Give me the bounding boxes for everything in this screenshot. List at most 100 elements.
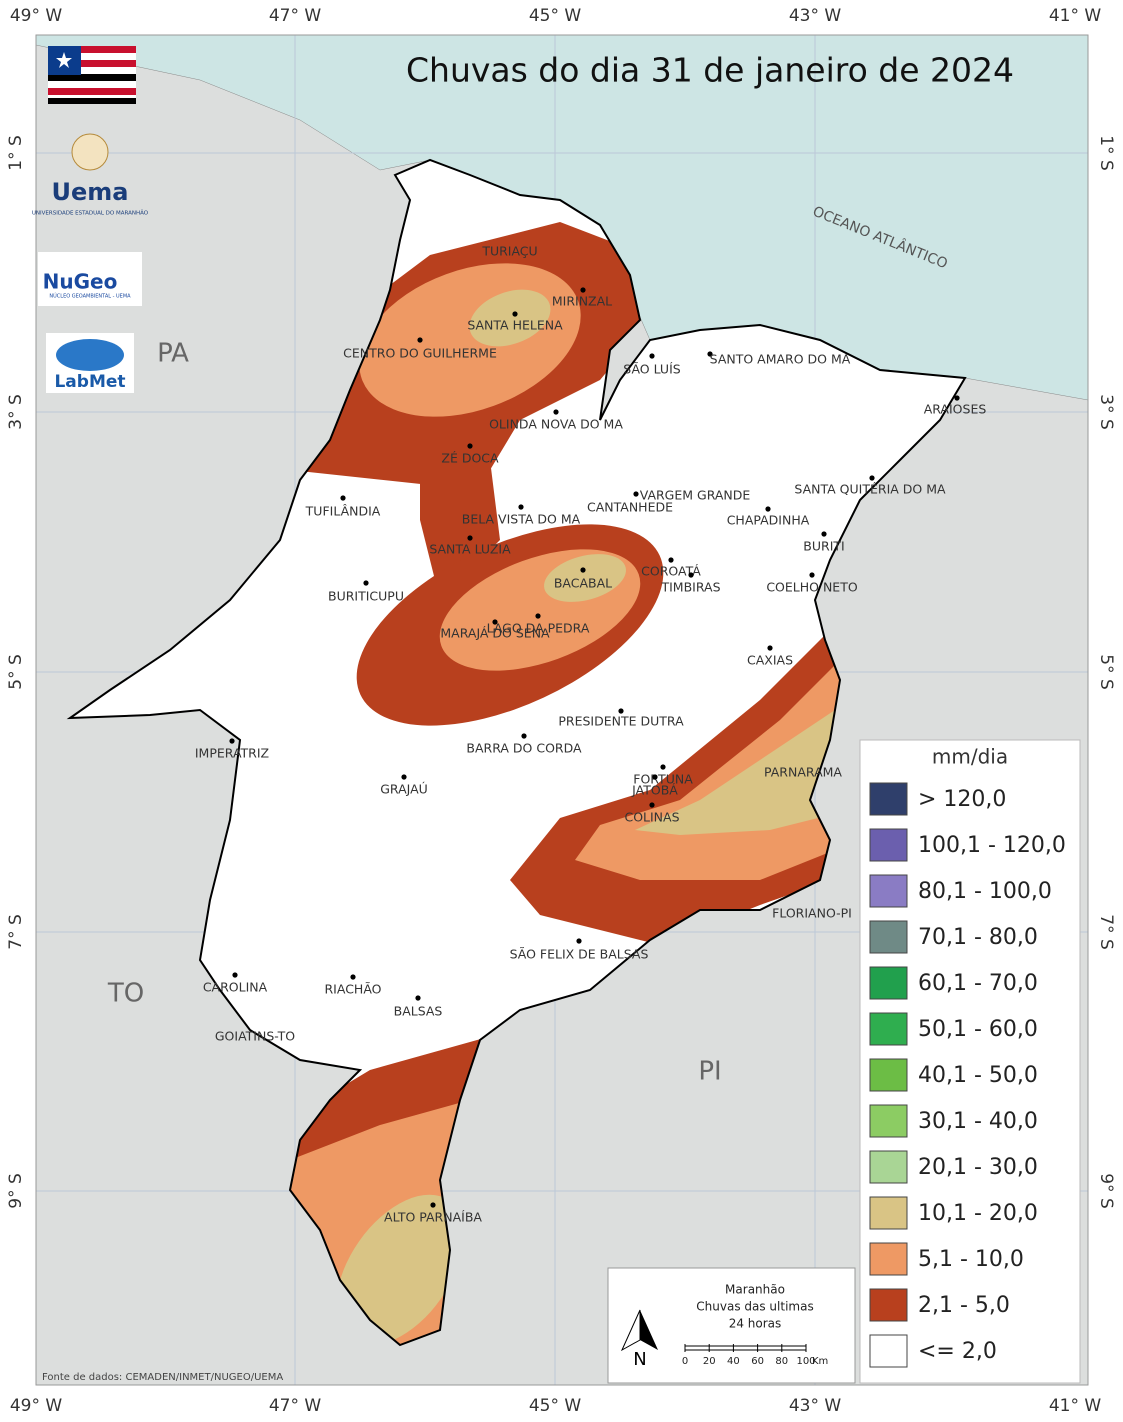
city-dot xyxy=(363,580,369,586)
legend-label: 10,1 - 20,0 xyxy=(918,1201,1038,1226)
city-dot xyxy=(869,475,875,481)
city-dot xyxy=(553,409,559,415)
legend-swatch xyxy=(869,828,908,862)
legend-label: 100,1 - 120,0 xyxy=(918,833,1066,858)
city-label: LAGO DA PEDRA xyxy=(487,621,590,636)
city-dot xyxy=(767,645,773,651)
city-label: BURITICUPU xyxy=(328,589,404,604)
city-label: BELA VISTA DO MA xyxy=(462,512,581,527)
legend-swatch xyxy=(869,782,908,816)
city-label: OLINDA NOVA DO MA xyxy=(489,417,623,432)
city-label: CANTANHEDE xyxy=(587,500,673,515)
city-label: ZÉ DOCA xyxy=(441,451,499,466)
city-dot xyxy=(809,572,815,578)
city-label: IMPERATRIZ xyxy=(195,746,269,761)
legend-swatch xyxy=(869,1058,908,1092)
city-label: SANTA QUITÉRIA DO MA xyxy=(794,482,946,497)
city-dot xyxy=(688,572,694,578)
scale-box-text: Maranhão xyxy=(725,1283,785,1297)
legend-label: 80,1 - 100,0 xyxy=(918,879,1052,904)
legend-label: 5,1 - 10,0 xyxy=(918,1247,1024,1272)
city-label: BACABAL xyxy=(554,576,612,591)
y-axis-label: 7° S xyxy=(1096,914,1116,950)
x-axis-label: 49° W xyxy=(10,6,63,26)
legend-swatch xyxy=(869,920,908,954)
city-dot xyxy=(340,495,346,501)
y-axis-label: 9° S xyxy=(1096,1173,1116,1209)
scale-box xyxy=(607,1267,856,1384)
labmet-globe xyxy=(56,339,124,371)
x-axis-label: 47° W xyxy=(269,1396,322,1416)
city-dot xyxy=(652,774,658,780)
x-axis-label: 45° W xyxy=(529,1396,582,1416)
city-label: FLORIANO-PI xyxy=(772,906,852,921)
city-dot xyxy=(618,708,624,714)
city-dot xyxy=(954,395,960,401)
scale-box-text: 24 horas xyxy=(729,1317,782,1331)
logo-text: UNIVERSIDADE ESTADUAL DO MARANHÃO xyxy=(32,210,149,217)
city-dot xyxy=(707,351,713,357)
city-dot xyxy=(668,557,674,563)
y-axis-label: 1° S xyxy=(1096,135,1116,171)
city-dot xyxy=(580,287,586,293)
city-label: COLINAS xyxy=(624,810,679,825)
scale-tick-label: 40 xyxy=(727,1356,740,1367)
city-dot xyxy=(232,972,238,978)
x-axis-label: 43° W xyxy=(789,6,842,26)
city-dot xyxy=(350,974,356,980)
legend-swatch xyxy=(869,1150,908,1184)
legend-label: <= 2,0 xyxy=(918,1339,997,1364)
y-axis-label: 5° S xyxy=(6,654,26,690)
legend-swatch xyxy=(869,1104,908,1138)
y-axis-label: 7° S xyxy=(6,914,26,950)
scale-tick-label: 60 xyxy=(751,1356,764,1367)
x-axis-label: 43° W xyxy=(789,1396,842,1416)
source-note: Fonte de dados: CEMADEN/INMET/NUGEO/UEMA xyxy=(42,1372,283,1383)
y-axis-label: 5° S xyxy=(1096,654,1116,690)
city-label: ARAIOSES xyxy=(924,402,987,417)
city-label: SÃO FELIX DE BALSAS xyxy=(510,947,649,962)
y-axis-label: 3° S xyxy=(6,394,26,430)
city-label: COROATÁ xyxy=(641,564,701,579)
city-dot xyxy=(518,504,524,510)
x-axis-label: 45° W xyxy=(529,6,582,26)
city-label: MARAJÁ DO SENA xyxy=(440,626,550,641)
city-label: CAXIAS xyxy=(747,653,793,668)
x-axis-label: 47° W xyxy=(269,6,322,26)
city-label: FORTUNA xyxy=(633,772,693,787)
city-dot xyxy=(633,491,639,497)
scale-tick-label: 100 xyxy=(796,1356,815,1367)
region-label: TO xyxy=(107,979,144,1009)
legend-label: > 120,0 xyxy=(918,787,1006,812)
city-label: BALSAS xyxy=(394,1004,443,1019)
zone-10-20 xyxy=(635,700,850,835)
legend-label: 60,1 - 70,0 xyxy=(918,971,1038,996)
scale-tick-label: 80 xyxy=(775,1356,788,1367)
y-axis-label: 1° S xyxy=(6,135,26,171)
legend-swatch xyxy=(869,1242,908,1276)
city-label: VARGEM GRANDE xyxy=(640,488,751,503)
logo-text: NuGeo xyxy=(43,270,118,294)
x-axis-label: 41° W xyxy=(1049,6,1102,26)
scale-unit: Km xyxy=(812,1356,828,1367)
legend-swatch xyxy=(869,966,908,1000)
city-dot xyxy=(660,764,666,770)
city-label: GOIATINS-TO xyxy=(215,1029,295,1044)
legend-label: 2,1 - 5,0 xyxy=(918,1293,1010,1318)
region-label: PI xyxy=(698,1057,721,1087)
legend-label: 70,1 - 80,0 xyxy=(918,925,1038,950)
city-dot xyxy=(417,337,423,343)
map-title: Chuvas do dia 31 de janeiro de 2024 xyxy=(406,51,1014,90)
city-dot xyxy=(649,353,655,359)
city-dot xyxy=(415,995,421,1001)
city-label: SANTO AMARO DO MA xyxy=(710,352,851,367)
legend-swatch xyxy=(869,874,908,908)
city-dot xyxy=(649,802,655,808)
logo-text: Uema xyxy=(52,178,129,206)
zone-2-5 xyxy=(420,460,500,600)
north-label: N xyxy=(633,1349,646,1370)
city-label: SANTA HELENA xyxy=(467,318,563,333)
city-dot xyxy=(580,567,586,573)
